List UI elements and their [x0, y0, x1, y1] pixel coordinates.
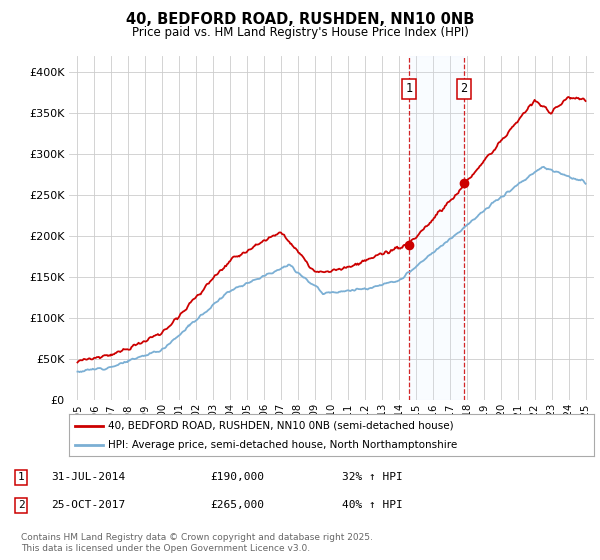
- Text: Contains HM Land Registry data © Crown copyright and database right 2025.
This d: Contains HM Land Registry data © Crown c…: [21, 533, 373, 553]
- Text: 31-JUL-2014: 31-JUL-2014: [51, 472, 125, 482]
- Text: 40% ↑ HPI: 40% ↑ HPI: [342, 500, 403, 510]
- Text: HPI: Average price, semi-detached house, North Northamptonshire: HPI: Average price, semi-detached house,…: [109, 440, 458, 450]
- Text: 40, BEDFORD ROAD, RUSHDEN, NN10 0NB (semi-detached house): 40, BEDFORD ROAD, RUSHDEN, NN10 0NB (sem…: [109, 421, 454, 431]
- Bar: [409, 56, 464, 400]
- Text: 2: 2: [460, 82, 467, 95]
- Text: Price paid vs. HM Land Registry's House Price Index (HPI): Price paid vs. HM Land Registry's House …: [131, 26, 469, 39]
- Text: 1: 1: [17, 472, 25, 482]
- Text: £190,000: £190,000: [210, 472, 264, 482]
- Text: 1: 1: [406, 82, 413, 95]
- Text: 32% ↑ HPI: 32% ↑ HPI: [342, 472, 403, 482]
- Text: 2: 2: [17, 500, 25, 510]
- Text: £265,000: £265,000: [210, 500, 264, 510]
- Text: 40, BEDFORD ROAD, RUSHDEN, NN10 0NB: 40, BEDFORD ROAD, RUSHDEN, NN10 0NB: [126, 12, 474, 27]
- Text: 25-OCT-2017: 25-OCT-2017: [51, 500, 125, 510]
